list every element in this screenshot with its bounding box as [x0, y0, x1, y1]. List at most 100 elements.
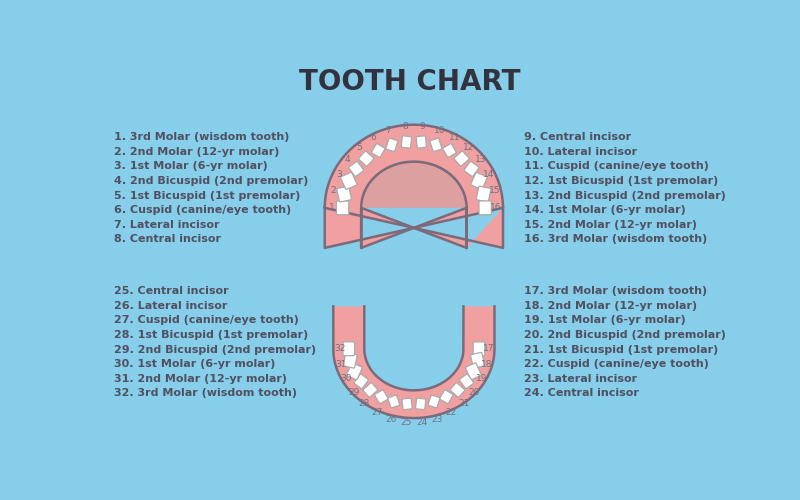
Text: 24: 24	[416, 418, 427, 427]
Text: 6. Cuspid (canine/eye tooth): 6. Cuspid (canine/eye tooth)	[114, 205, 291, 215]
Text: 13. 2nd Bicuspid (2nd premolar): 13. 2nd Bicuspid (2nd premolar)	[524, 190, 726, 200]
Text: 3: 3	[336, 170, 342, 179]
FancyBboxPatch shape	[402, 398, 412, 409]
Text: 26. Lateral incisor: 26. Lateral incisor	[114, 300, 227, 310]
FancyBboxPatch shape	[454, 151, 469, 166]
Text: 18: 18	[481, 360, 492, 368]
Text: 14. 1st Molar (6-yr molar): 14. 1st Molar (6-yr molar)	[524, 205, 686, 215]
Text: 24. Central incisor: 24. Central incisor	[524, 388, 638, 398]
FancyBboxPatch shape	[341, 172, 357, 190]
Text: 30. 1st Molar (6-yr molar): 30. 1st Molar (6-yr molar)	[114, 359, 275, 369]
Text: 15. 2nd Molar (12-yr molar): 15. 2nd Molar (12-yr molar)	[524, 220, 697, 230]
Text: 1: 1	[329, 204, 334, 212]
Text: 27. Cuspid (canine/eye tooth): 27. Cuspid (canine/eye tooth)	[114, 316, 299, 326]
FancyBboxPatch shape	[443, 144, 456, 158]
FancyBboxPatch shape	[464, 162, 479, 176]
FancyBboxPatch shape	[476, 186, 491, 202]
FancyBboxPatch shape	[440, 390, 453, 404]
Text: 32. 3rd Molar (wisdom tooth): 32. 3rd Molar (wisdom tooth)	[114, 388, 297, 398]
FancyBboxPatch shape	[473, 342, 485, 355]
Text: 32: 32	[334, 344, 345, 353]
Text: 18. 2nd Molar (12-yr molar): 18. 2nd Molar (12-yr molar)	[524, 300, 697, 310]
Text: TOOTH CHART: TOOTH CHART	[299, 68, 521, 96]
FancyBboxPatch shape	[386, 138, 398, 151]
Text: 20: 20	[468, 388, 480, 396]
FancyBboxPatch shape	[336, 201, 349, 215]
Text: 9: 9	[419, 122, 426, 131]
Polygon shape	[325, 124, 503, 248]
FancyBboxPatch shape	[363, 383, 378, 397]
Text: 10: 10	[434, 126, 445, 134]
Text: 26: 26	[385, 414, 397, 424]
Text: 17. 3rd Molar (wisdom tooth): 17. 3rd Molar (wisdom tooth)	[524, 286, 707, 296]
FancyBboxPatch shape	[349, 162, 364, 176]
Text: 4: 4	[345, 156, 350, 164]
Text: 21. 1st Bicuspid (1st premolar): 21. 1st Bicuspid (1st premolar)	[524, 344, 718, 354]
FancyBboxPatch shape	[450, 383, 465, 397]
FancyBboxPatch shape	[416, 136, 426, 148]
FancyBboxPatch shape	[470, 352, 485, 368]
Polygon shape	[334, 306, 494, 418]
Text: 25. Central incisor: 25. Central incisor	[114, 286, 229, 296]
Text: 4. 2nd Bicuspid (2nd premolar): 4. 2nd Bicuspid (2nd premolar)	[114, 176, 308, 186]
Text: 23. Lateral incisor: 23. Lateral incisor	[524, 374, 637, 384]
FancyBboxPatch shape	[430, 138, 442, 151]
Text: 22: 22	[446, 408, 457, 418]
FancyBboxPatch shape	[479, 201, 491, 215]
Text: 22. Cuspid (canine/eye tooth): 22. Cuspid (canine/eye tooth)	[524, 359, 709, 369]
Text: 28. 1st Bicuspid (1st premolar): 28. 1st Bicuspid (1st premolar)	[114, 330, 308, 340]
FancyBboxPatch shape	[358, 151, 374, 166]
FancyBboxPatch shape	[354, 374, 368, 388]
Text: 3. 1st Molar (6-yr molar): 3. 1st Molar (6-yr molar)	[114, 162, 268, 172]
Text: 19. 1st Molar (6-yr molar): 19. 1st Molar (6-yr molar)	[524, 316, 686, 326]
Text: 21: 21	[458, 399, 470, 408]
Text: 17: 17	[482, 344, 494, 353]
Text: 12: 12	[463, 142, 474, 152]
FancyBboxPatch shape	[346, 363, 362, 380]
FancyBboxPatch shape	[337, 186, 351, 202]
FancyBboxPatch shape	[343, 352, 357, 368]
Text: 15: 15	[489, 186, 500, 196]
FancyBboxPatch shape	[343, 342, 354, 355]
Text: 2. 2nd Molar (12-yr molar): 2. 2nd Molar (12-yr molar)	[114, 146, 279, 156]
FancyBboxPatch shape	[466, 363, 481, 380]
Text: 5. 1st Bicuspid (1st premolar): 5. 1st Bicuspid (1st premolar)	[114, 190, 300, 200]
Text: 30: 30	[340, 374, 352, 384]
Text: 11. Cuspid (canine/eye tooth): 11. Cuspid (canine/eye tooth)	[524, 162, 709, 172]
Text: 20. 2nd Bicuspid (2nd premolar): 20. 2nd Bicuspid (2nd premolar)	[524, 330, 726, 340]
Text: 2: 2	[330, 186, 336, 196]
Text: 29. 2nd Bicuspid (2nd premolar): 29. 2nd Bicuspid (2nd premolar)	[114, 344, 316, 354]
Text: 31: 31	[335, 360, 347, 368]
Text: 10. Lateral incisor: 10. Lateral incisor	[524, 146, 637, 156]
Text: 8: 8	[402, 122, 408, 131]
Text: 13: 13	[474, 156, 486, 164]
Text: 27: 27	[371, 408, 382, 418]
FancyBboxPatch shape	[459, 374, 474, 388]
FancyBboxPatch shape	[388, 395, 399, 408]
Text: 5: 5	[356, 142, 362, 152]
Text: 6: 6	[370, 132, 376, 141]
FancyBboxPatch shape	[402, 136, 411, 148]
Text: 25: 25	[401, 418, 412, 427]
FancyBboxPatch shape	[371, 144, 385, 158]
Text: 8. Central incisor: 8. Central incisor	[114, 234, 221, 244]
Text: 28: 28	[358, 399, 370, 408]
Text: 1. 3rd Molar (wisdom tooth): 1. 3rd Molar (wisdom tooth)	[114, 132, 290, 142]
Text: 7: 7	[386, 126, 391, 134]
Text: 31. 2nd Molar (12-yr molar): 31. 2nd Molar (12-yr molar)	[114, 374, 287, 384]
FancyBboxPatch shape	[374, 390, 388, 404]
Text: 9. Central incisor: 9. Central incisor	[524, 132, 631, 142]
Text: 7. Lateral incisor: 7. Lateral incisor	[114, 220, 219, 230]
Text: 29: 29	[348, 388, 359, 396]
Text: 23: 23	[431, 414, 442, 424]
FancyBboxPatch shape	[428, 395, 440, 408]
FancyBboxPatch shape	[415, 398, 426, 409]
Text: 16. 3rd Molar (wisdom tooth): 16. 3rd Molar (wisdom tooth)	[524, 234, 707, 244]
Text: 11: 11	[450, 132, 461, 141]
Text: 19: 19	[476, 374, 487, 384]
Text: 14: 14	[483, 170, 494, 179]
Text: 12. 1st Bicuspid (1st premolar): 12. 1st Bicuspid (1st premolar)	[524, 176, 718, 186]
Polygon shape	[361, 162, 466, 208]
Text: 16: 16	[490, 204, 502, 212]
FancyBboxPatch shape	[471, 172, 487, 190]
